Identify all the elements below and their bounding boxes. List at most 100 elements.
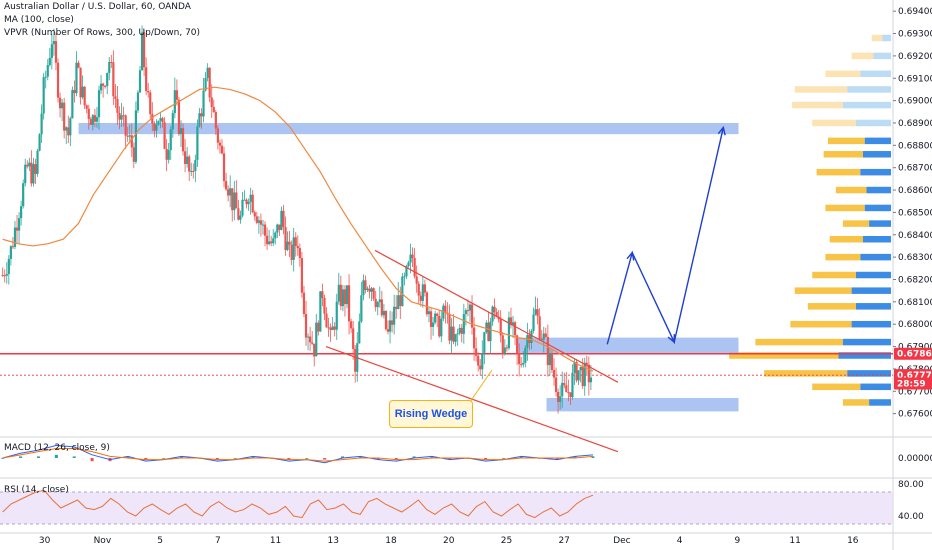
candle-body (460, 327, 463, 334)
candle-body (3, 275, 6, 277)
candle-body (585, 362, 588, 365)
candle-body (282, 210, 285, 228)
candle-body (409, 254, 412, 263)
candle-body (179, 128, 183, 135)
candle-body (407, 262, 410, 267)
candle-body (352, 328, 355, 349)
price-badge-label: 0.67868 (897, 350, 932, 360)
candle-body (513, 322, 517, 336)
candle-body (464, 310, 467, 315)
candle-body (208, 67, 211, 98)
vp-down-bar (838, 352, 891, 359)
candle-body (503, 347, 506, 354)
candle-body (134, 110, 138, 162)
x-tick-label: 5 (157, 536, 163, 546)
candle-body (229, 188, 232, 196)
candle-body (114, 96, 117, 99)
candle-body (97, 90, 101, 118)
candle-body (56, 62, 60, 98)
candle-body (237, 208, 240, 220)
vp-down-bar (863, 151, 891, 158)
candle-body (376, 302, 379, 308)
vp-down-bar (882, 34, 891, 42)
x-tick-label: 30 (39, 536, 51, 546)
candle-body (386, 329, 390, 332)
candle-body (526, 335, 529, 348)
candle-body (233, 192, 236, 211)
candle-body (7, 258, 10, 275)
candle-body (487, 322, 490, 342)
candle-body (413, 257, 416, 277)
callout-pointer (469, 369, 493, 403)
projection-arrowhead (667, 334, 676, 344)
candle-body (155, 124, 158, 131)
candle-body (220, 145, 224, 154)
vp-down-bar (860, 70, 891, 78)
rsi-tick-label: 40.00 (898, 512, 924, 522)
y-tick-label: 0.68200 (898, 275, 932, 285)
vp-up-bar (842, 399, 870, 406)
candle-body (472, 327, 476, 349)
candle-body (333, 326, 336, 330)
candle-body (499, 319, 502, 336)
candle-body (452, 326, 455, 342)
candle-body (530, 330, 533, 344)
y-tick-label: 0.68800 (898, 141, 932, 151)
candle-body (288, 241, 291, 245)
vp-up-bar (729, 352, 839, 359)
zone-rect (78, 122, 739, 135)
macd-tick-label: 0.00000 (898, 454, 932, 464)
ma-legend: MA (100, close) (4, 15, 74, 25)
x-tick-label: 9 (734, 536, 740, 546)
candle-body (298, 248, 301, 259)
candle-body (112, 62, 115, 97)
candle-body (470, 304, 474, 328)
macd-histogram-bar (484, 458, 488, 460)
rising-wedge-callout[interactable]: Rising Wedge (389, 400, 473, 428)
candle-body (354, 348, 357, 372)
candle-body (83, 86, 86, 106)
candle-body (399, 295, 402, 306)
candle-body (32, 164, 35, 184)
candle-body (196, 126, 199, 160)
candle-body (171, 113, 174, 130)
candle-body (116, 98, 119, 113)
candle-body (44, 76, 47, 78)
candle-body (403, 276, 406, 278)
candle-body (374, 298, 377, 308)
candle-body (224, 181, 228, 190)
candle-body (249, 194, 252, 202)
y-tick-label: 0.68100 (898, 298, 932, 308)
candle-body (429, 311, 433, 327)
candle-body (214, 112, 217, 129)
candle-body (411, 254, 414, 258)
y-tick-label: 0.68600 (898, 186, 932, 196)
candle-body (222, 153, 226, 182)
vp-up-bar (825, 204, 865, 212)
y-tick-label: 0.67900 (898, 343, 932, 353)
macd-histogram-bar (251, 456, 255, 458)
candle-body (138, 70, 142, 93)
candle-body (15, 227, 19, 231)
candle-body (362, 280, 365, 296)
candle-body (202, 90, 205, 117)
macd-histogram-bar (412, 456, 416, 458)
candle-body (405, 266, 408, 277)
candle-body (102, 83, 105, 86)
symbol-title: Australian Dollar / U.S. Dollar, 60, OAN… (4, 2, 191, 12)
candle-body (65, 127, 68, 131)
candle-body (313, 343, 316, 357)
candle-body (587, 364, 590, 383)
vp-down-bar (864, 204, 891, 212)
candle-body (30, 162, 33, 184)
vpvr-legend: VPVR (Number Of Rows, 300, Up/Down, 70) (4, 28, 201, 38)
candle-body (507, 317, 511, 349)
candle-body (34, 164, 37, 174)
vp-up-bar (812, 271, 856, 279)
candle-body (204, 77, 207, 91)
candle-body (73, 89, 76, 94)
candle-body (393, 306, 396, 325)
candle-body (450, 326, 453, 341)
candle-body (9, 246, 12, 259)
